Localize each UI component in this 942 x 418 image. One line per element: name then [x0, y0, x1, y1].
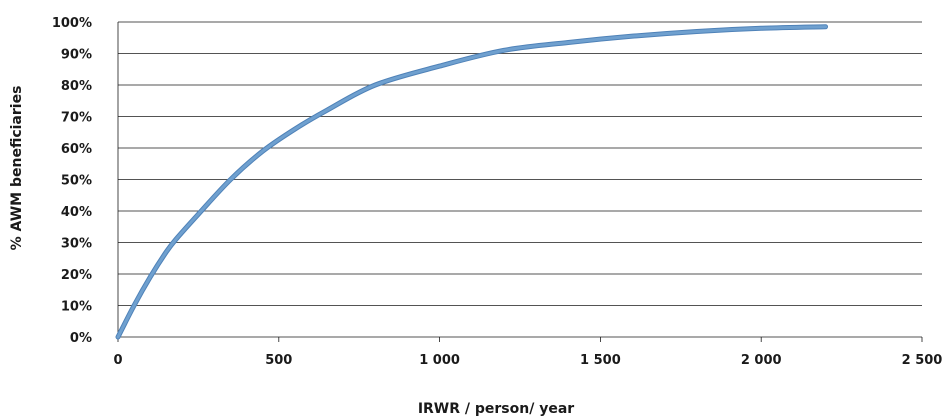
y-axis-ticks: 0% 10% 20% 30% 40% 50% 60% 70% 80% 90% 100% — [52, 16, 92, 346]
series-line-outline — [115, 24, 829, 340]
x-tick-label: 1 500 — [580, 353, 621, 368]
y-tick-label: 40% — [61, 205, 92, 220]
y-tick-label: 0% — [70, 331, 92, 346]
y-tick-label: 100% — [52, 16, 92, 31]
y-tick-label: 90% — [61, 48, 92, 63]
y-tick-label: 80% — [61, 79, 92, 94]
y-axis-title: % AWM beneficiaries — [9, 86, 25, 251]
y-tick-label: 10% — [61, 300, 92, 315]
y-tick-label: 70% — [61, 111, 92, 126]
y-tick-label: 50% — [61, 174, 92, 189]
x-tick-label: 2 500 — [902, 353, 942, 368]
x-tick-label: 2 000 — [741, 353, 782, 368]
series-line — [116, 25, 828, 339]
x-axis-ticks: 0 500 1 000 1 500 2 000 2 500 — [113, 353, 942, 368]
y-tick-label: 30% — [61, 237, 92, 252]
series-layer — [115, 24, 829, 340]
x-tick-label: 0 — [113, 353, 122, 368]
y-tick-label: 60% — [61, 142, 92, 157]
x-tick-label: 1 000 — [419, 353, 460, 368]
y-tick-label: 20% — [61, 268, 92, 283]
x-axis-title: IRWR / person/ year — [418, 401, 574, 417]
gridlines — [117, 21, 923, 342]
x-tick-label: 500 — [265, 353, 292, 368]
